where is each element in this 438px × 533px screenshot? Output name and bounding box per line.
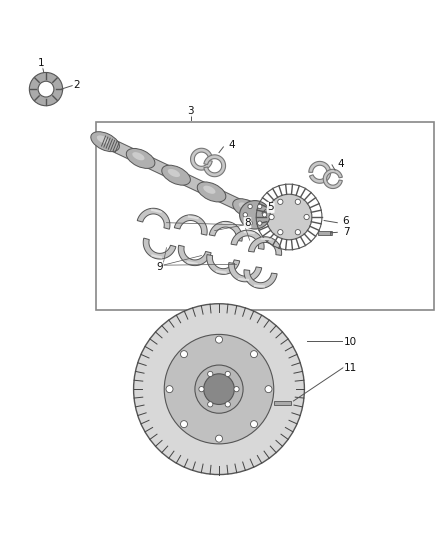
Circle shape (278, 230, 283, 235)
Text: 3: 3 (187, 106, 194, 116)
Polygon shape (207, 255, 240, 274)
Text: 1: 1 (38, 58, 45, 68)
Polygon shape (309, 161, 331, 183)
Text: 11: 11 (344, 363, 357, 373)
Bar (330, 231, 332, 235)
Circle shape (266, 194, 312, 240)
Circle shape (215, 435, 223, 442)
Bar (318, 231, 331, 235)
Circle shape (208, 402, 213, 407)
Circle shape (164, 334, 274, 444)
Ellipse shape (203, 185, 215, 194)
Text: 5: 5 (267, 203, 274, 212)
Text: 9: 9 (156, 262, 163, 272)
Ellipse shape (168, 169, 180, 177)
Circle shape (208, 372, 213, 377)
Circle shape (225, 402, 230, 407)
Polygon shape (178, 245, 211, 265)
Polygon shape (231, 230, 264, 249)
Circle shape (278, 199, 283, 205)
Text: 7: 7 (343, 228, 350, 237)
Ellipse shape (197, 182, 226, 202)
Polygon shape (137, 208, 170, 229)
Polygon shape (248, 237, 282, 255)
Ellipse shape (162, 165, 191, 185)
Circle shape (166, 386, 173, 393)
Circle shape (38, 81, 54, 97)
Circle shape (251, 421, 258, 427)
Polygon shape (209, 221, 242, 241)
Circle shape (195, 365, 243, 413)
Circle shape (29, 72, 63, 106)
Text: 2: 2 (73, 80, 80, 90)
Bar (96, 122, 434, 310)
Circle shape (180, 421, 187, 427)
Text: 4: 4 (337, 159, 344, 168)
Ellipse shape (126, 149, 155, 168)
Polygon shape (323, 169, 343, 189)
Circle shape (262, 213, 267, 217)
Circle shape (248, 221, 252, 225)
Polygon shape (143, 238, 176, 259)
Circle shape (134, 304, 304, 474)
Polygon shape (244, 270, 277, 288)
Circle shape (180, 351, 187, 358)
Text: 4: 4 (229, 140, 236, 150)
Circle shape (265, 386, 272, 393)
Circle shape (243, 213, 247, 217)
Text: 10: 10 (344, 337, 357, 347)
Circle shape (304, 214, 309, 220)
Circle shape (269, 214, 274, 220)
Polygon shape (204, 155, 226, 177)
Polygon shape (102, 136, 265, 221)
Bar (274, 401, 291, 405)
Ellipse shape (240, 200, 270, 229)
Circle shape (258, 221, 262, 225)
Ellipse shape (233, 199, 261, 219)
Circle shape (251, 351, 258, 358)
Circle shape (234, 386, 239, 392)
Circle shape (258, 204, 262, 208)
Circle shape (199, 386, 204, 392)
Ellipse shape (239, 203, 251, 211)
Text: 8: 8 (244, 217, 251, 228)
Circle shape (295, 199, 300, 205)
Polygon shape (191, 148, 212, 170)
Circle shape (215, 336, 223, 343)
Ellipse shape (91, 132, 120, 152)
Text: 6: 6 (342, 215, 349, 225)
Circle shape (295, 230, 300, 235)
Circle shape (248, 204, 252, 208)
Circle shape (204, 374, 234, 405)
Ellipse shape (132, 152, 145, 160)
Polygon shape (174, 215, 207, 235)
Polygon shape (229, 263, 262, 282)
Ellipse shape (97, 135, 109, 143)
Circle shape (225, 372, 230, 377)
